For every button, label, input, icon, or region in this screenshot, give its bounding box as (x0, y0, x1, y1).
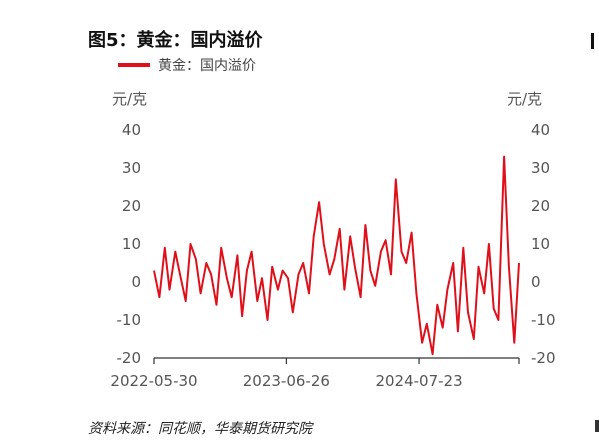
y-tick-label-right: -20 (531, 349, 556, 367)
y-axis-left: 40 30 20 10 0 -10 -20 (117, 121, 142, 367)
y-tick-label-left: 10 (122, 235, 141, 253)
y-tick-label-left: 0 (131, 273, 141, 291)
legend-label: 黄金：国内溢价 (158, 58, 256, 74)
source-note: 资料来源：同花顺，华泰期货研究院 (88, 421, 312, 437)
series-line-domestic-premium (153, 155, 520, 356)
y-tick-label-left: -20 (117, 349, 142, 367)
x-tick-label: 2022-05-30 (110, 372, 197, 390)
x-tick-label: 2023-06-26 (243, 372, 330, 390)
y-tick-label-right: 0 (531, 273, 541, 291)
y-tick-label-left: 20 (122, 197, 141, 215)
x-tick-label: 2024-07-23 (375, 372, 462, 390)
legend-swatch (118, 63, 150, 67)
y-tick-label-right: 30 (531, 159, 550, 177)
y-tick-label-left: -10 (117, 311, 142, 329)
figure-title: 图5：黄金：国内溢价 (88, 30, 263, 51)
y-tick-label-right: 20 (531, 197, 550, 215)
y-axis-unit-left: 元/克 (112, 90, 148, 108)
y-axis-right: 40 30 20 10 0 -10 -20 (531, 121, 556, 367)
adjacent-panel-edge (591, 33, 599, 49)
y-tick-label-right: -10 (531, 311, 556, 329)
y-tick-label-left: 40 (122, 121, 141, 139)
y-tick-label-left: 30 (122, 159, 141, 177)
adjacent-panel-footer-edge (595, 420, 599, 432)
y-axis-unit-right: 元/克 (507, 90, 543, 108)
chart-legend: 黄金：国内溢价 (118, 55, 256, 75)
y-tick-label-right: 10 (531, 235, 550, 253)
series-layer (153, 155, 520, 356)
x-axis: 2022-05-30 2023-06-26 2024-07-23 (110, 357, 520, 390)
y-tick-label-right: 40 (531, 121, 550, 139)
